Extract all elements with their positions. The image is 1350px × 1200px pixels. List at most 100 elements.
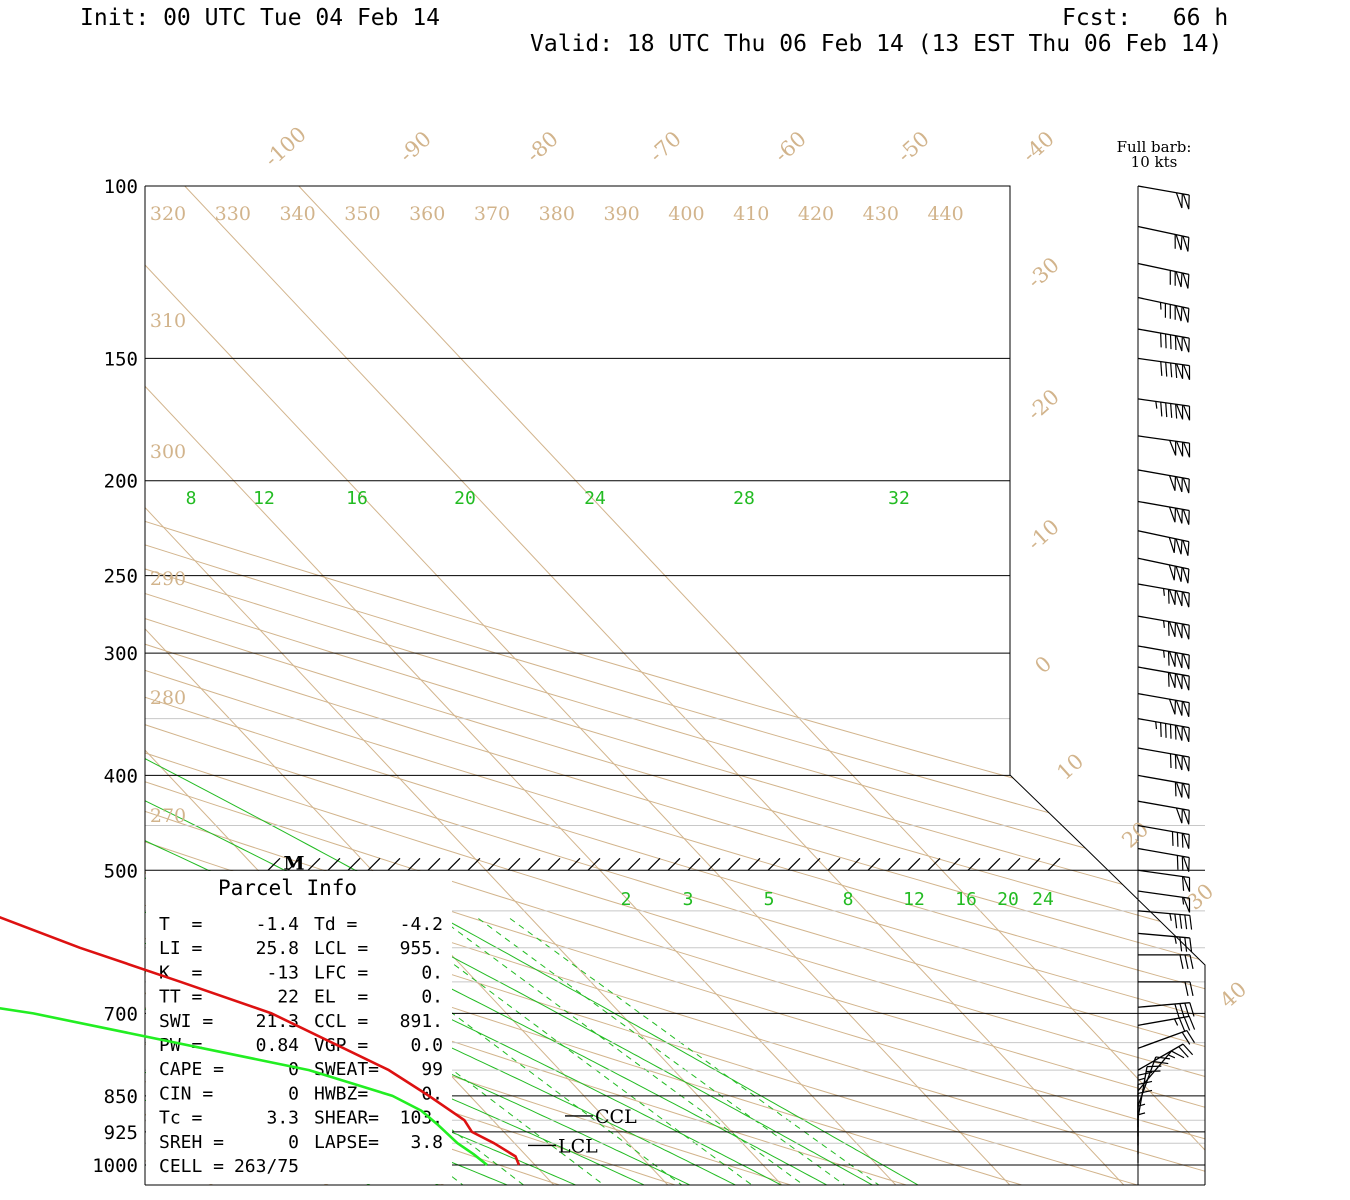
barb-full bbox=[1137, 1080, 1153, 1086]
barb-full bbox=[1170, 362, 1173, 378]
barb-flag bbox=[1168, 698, 1177, 715]
barb-full bbox=[1184, 937, 1188, 952]
parcel-label: CELL = bbox=[159, 1156, 224, 1177]
dry-adiabat-line bbox=[145, 186, 1205, 1185]
barb-flag bbox=[1175, 700, 1183, 716]
barb-flag bbox=[1176, 441, 1184, 457]
barb-flag bbox=[1175, 622, 1183, 639]
frost-hatch bbox=[667, 857, 681, 871]
parcel-label: SHEAR= bbox=[314, 1108, 379, 1129]
frost-hatch bbox=[887, 857, 901, 871]
frost-hatch bbox=[467, 857, 481, 871]
mixing-ratio-label: 28 bbox=[733, 488, 755, 509]
barb-full bbox=[1184, 914, 1188, 930]
frost-hatch bbox=[267, 857, 281, 871]
barb-legend-line2: 10 kts bbox=[1131, 153, 1178, 171]
frost-hatch bbox=[407, 857, 421, 871]
frost-hatch bbox=[707, 857, 721, 871]
barb-staff bbox=[1137, 185, 1190, 196]
barb-staff bbox=[1137, 357, 1190, 367]
barb-flag bbox=[1175, 754, 1183, 771]
frost-hatch bbox=[807, 857, 821, 871]
frost-hatch bbox=[907, 857, 921, 871]
mixing-ratio-label: 24 bbox=[1032, 889, 1054, 910]
parcel-label: K = bbox=[159, 962, 203, 983]
wind-barb bbox=[1137, 1015, 1196, 1032]
barb-flag bbox=[1182, 567, 1190, 584]
barb-half bbox=[1137, 1112, 1146, 1116]
parcel-label: LAPSE= bbox=[314, 1132, 379, 1153]
isotherm-label: 10 bbox=[1052, 749, 1088, 785]
frost-hatch bbox=[867, 857, 881, 871]
frame-right-diagonal bbox=[1009, 774, 1206, 1185]
wind-barb bbox=[1137, 747, 1190, 772]
parcel-label: Td = bbox=[314, 914, 358, 935]
theta-label: 350 bbox=[344, 203, 380, 225]
pressure-label: 250 bbox=[104, 566, 138, 588]
parcel-value: 955. bbox=[400, 938, 443, 959]
theta-label: 310 bbox=[150, 310, 186, 332]
barb-flag bbox=[1182, 235, 1190, 252]
barb-full bbox=[1155, 1056, 1171, 1060]
dry-adiabat-line bbox=[145, 186, 678, 1185]
wind-barb bbox=[1137, 800, 1190, 825]
barb-full bbox=[1181, 876, 1185, 891]
wind-barb bbox=[1137, 469, 1190, 494]
frost-hatch bbox=[587, 857, 601, 871]
barb-full bbox=[1160, 722, 1162, 737]
barb-flag bbox=[1168, 475, 1177, 491]
mixing-ratio-line bbox=[392, 918, 754, 1185]
wind-barb bbox=[1137, 1002, 1195, 1018]
barb-flag bbox=[1182, 755, 1190, 772]
barb-staff bbox=[1137, 557, 1189, 570]
barb-full bbox=[1169, 724, 1172, 739]
barb-staff bbox=[1137, 910, 1190, 916]
frost-hatch bbox=[347, 857, 361, 871]
isotherm-label: 0 bbox=[1030, 651, 1056, 678]
parcel-value: 3.3 bbox=[266, 1108, 299, 1129]
barb-half bbox=[1173, 1018, 1179, 1026]
barb-full bbox=[1175, 404, 1178, 419]
parcel-info-title: Parcel Info bbox=[218, 876, 357, 900]
parcel-value: 21.3 bbox=[256, 1011, 299, 1032]
diagram-frame bbox=[144, 185, 1206, 1186]
barb-full bbox=[1184, 1002, 1190, 1017]
wind-barb bbox=[1137, 398, 1191, 421]
barb-full bbox=[1174, 754, 1177, 769]
wind-barb bbox=[1137, 500, 1190, 525]
barb-staff bbox=[1137, 869, 1190, 879]
barb-flag bbox=[1182, 306, 1190, 323]
barb-flag bbox=[1175, 305, 1183, 322]
dry-adiabat-line bbox=[145, 186, 1205, 1185]
barb-flag bbox=[1175, 590, 1183, 607]
mixing-ratio-label: 8 bbox=[186, 488, 197, 509]
frost-hatch bbox=[967, 857, 981, 871]
barb-flag bbox=[1175, 781, 1183, 798]
barb-half bbox=[1181, 897, 1185, 905]
mixing-ratio-label: 12 bbox=[253, 488, 275, 509]
moist-adiabat-line bbox=[145, 186, 692, 1185]
mixing-ratio-label: 8 bbox=[843, 889, 854, 910]
barb-flag bbox=[1169, 440, 1177, 456]
frost-layer-label: M bbox=[283, 852, 304, 874]
barb-staff bbox=[1137, 774, 1190, 786]
frost-hatch bbox=[827, 857, 841, 871]
barb-flag bbox=[1182, 442, 1191, 458]
dewpoint-profile bbox=[0, 1007, 488, 1167]
level-annotations: CCL LCL bbox=[528, 1106, 637, 1157]
frost-hatch bbox=[447, 857, 461, 871]
temperature-profile bbox=[0, 916, 521, 1166]
mixing-ratio-label: 5 bbox=[764, 889, 775, 910]
frost-hatch bbox=[987, 857, 1001, 871]
barb-flag bbox=[1182, 833, 1190, 849]
wind-barbs bbox=[1137, 185, 1196, 1163]
theta-label: 410 bbox=[733, 203, 769, 225]
frost-hatch bbox=[487, 857, 501, 871]
wind-barb bbox=[1137, 328, 1190, 353]
theta-labels: 320 330 340 350 360 370 380 390 400 410 420 430 440 3… bbox=[150, 203, 964, 827]
barb-flag bbox=[1182, 674, 1190, 691]
mixing-ratio-label: 3 bbox=[683, 889, 694, 910]
dry-adiabat-line bbox=[145, 186, 1205, 1185]
isotherm-label: -50 bbox=[893, 127, 934, 167]
frost-hatch bbox=[747, 857, 761, 871]
